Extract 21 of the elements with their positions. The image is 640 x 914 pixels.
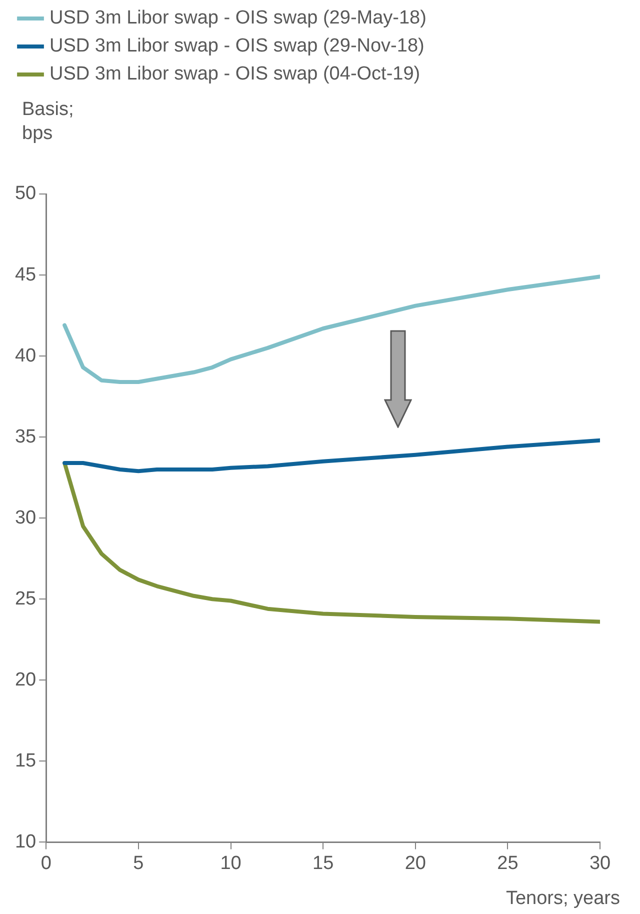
x-tick-label: 10: [220, 852, 242, 874]
y-tick-label: 50: [14, 183, 36, 204]
y-tick-label: 35: [14, 426, 36, 448]
x-tick-label: 25: [497, 852, 518, 874]
y-tick-label: 45: [14, 264, 36, 286]
legend-label: USD 3m Libor swap - OIS swap (29-May-18): [50, 8, 426, 29]
y-axis-title: Basis; bps: [22, 98, 75, 146]
y-tick-label: 25: [14, 588, 36, 610]
x-tick-label: 0: [40, 852, 52, 874]
x-tick-label: 20: [404, 852, 426, 874]
y-tick-label: 15: [14, 750, 36, 772]
x-tick-label: 15: [312, 852, 334, 874]
legend-label: USD 3m Libor swap - OIS swap (29-Nov-18): [50, 36, 424, 57]
y-tick-label: 10: [14, 831, 36, 852]
y-tick-label: 30: [14, 507, 36, 528]
x-tick-label: 30: [589, 852, 611, 874]
x-tick-label: 5: [133, 852, 144, 874]
y-tick-label: 40: [14, 345, 36, 366]
y-tick-label: 20: [14, 669, 36, 690]
x-axis-title: Tenors; years: [506, 888, 620, 910]
legend-label: USD 3m Libor swap - OIS swap (04-Oct-19): [50, 64, 420, 85]
